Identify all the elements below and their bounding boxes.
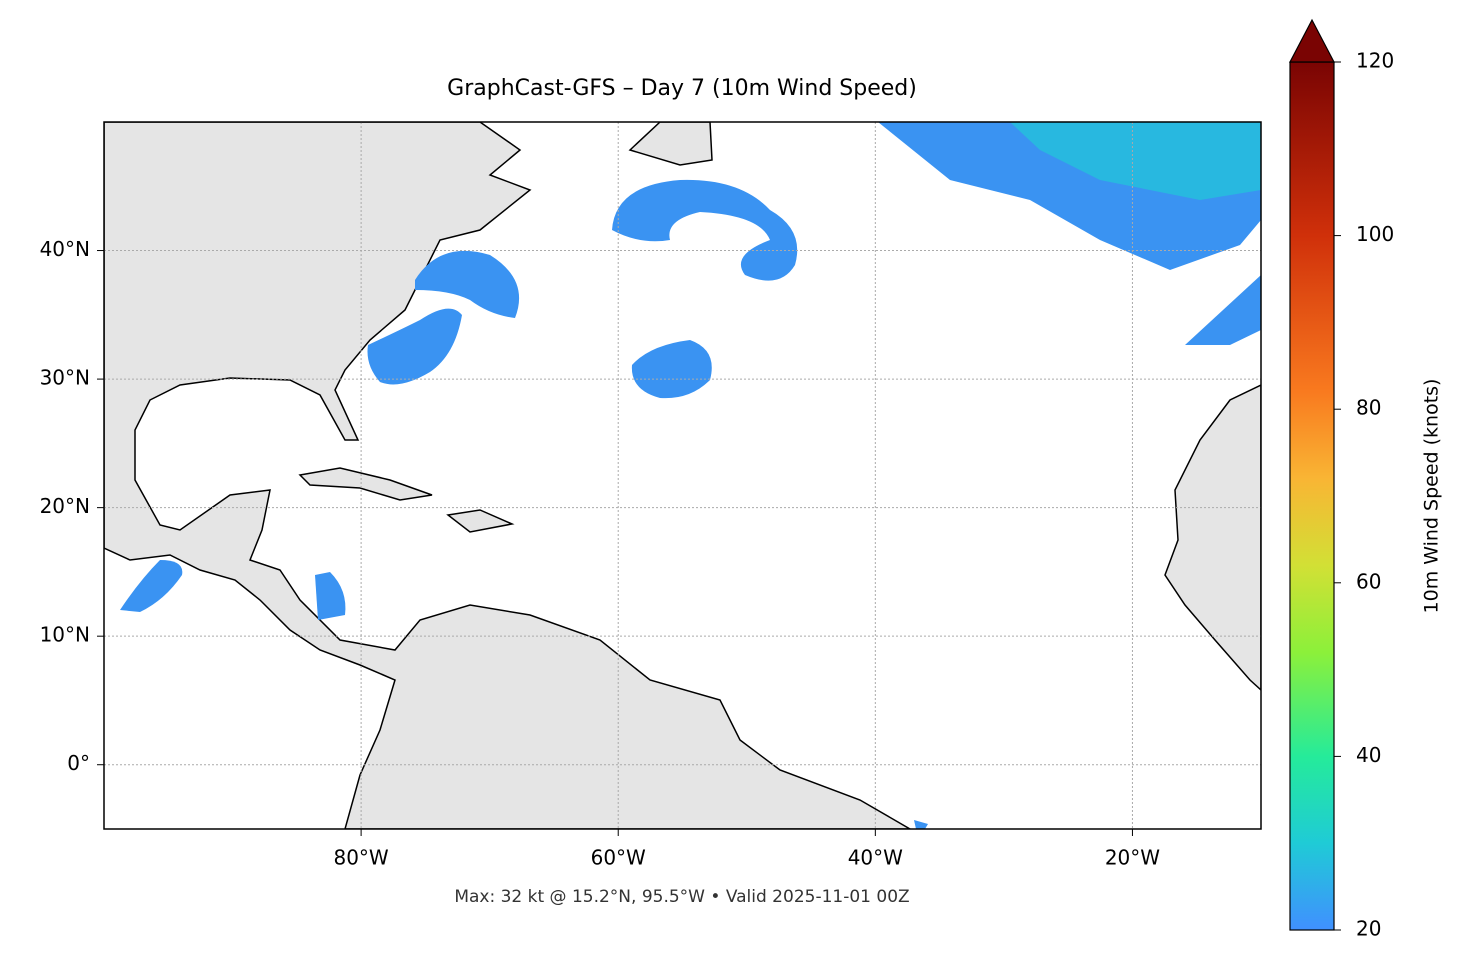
x-tick-label: 60°W — [591, 846, 646, 870]
africa — [1164, 384, 1261, 692]
wind-area — [914, 820, 928, 829]
colorbar-tick-label: 80 — [1356, 396, 1381, 420]
wind-area — [120, 560, 183, 612]
grid — [104, 122, 1261, 829]
y-tick-label: 10°N — [40, 623, 90, 647]
wind-area — [415, 250, 520, 318]
wind-area — [367, 308, 462, 385]
colorbar-tick-label: 40 — [1356, 743, 1381, 767]
x-tick-label: 80°W — [333, 846, 388, 870]
y-tick-label: 40°N — [40, 237, 90, 261]
x-tick-label: 40°W — [848, 846, 903, 870]
y-tick-label: 30°N — [40, 366, 90, 390]
colorbar-extend — [1289, 18, 1335, 63]
wind-area — [631, 340, 712, 399]
wind-area — [1185, 275, 1261, 345]
colorbar-tick-label: 60 — [1356, 569, 1381, 593]
footnote: Max: 32 kt @ 15.2°N, 95.5°W • Valid 2025… — [454, 887, 909, 907]
colorbar-tick-label: 100 — [1356, 222, 1394, 246]
wind-area — [612, 179, 798, 281]
newfoundland — [628, 122, 713, 166]
hispaniola — [446, 509, 515, 533]
colorbar-label: 10m Wind Speed (knots) — [1421, 379, 1443, 614]
americas — [104, 122, 912, 829]
y-tick-label: 0° — [67, 751, 90, 775]
colorbar-tick-label: 20 — [1356, 917, 1381, 941]
colorbar-tick-label: 120 — [1356, 49, 1394, 73]
wind-field — [120, 122, 1261, 829]
x-tick-label: 20°W — [1105, 846, 1160, 870]
colorbar — [1289, 61, 1335, 931]
wind-area — [315, 572, 346, 620]
map-frame — [103, 121, 1262, 830]
y-tick-label: 20°N — [40, 494, 90, 518]
map-title: GraphCast-GFS – Day 7 (10m Wind Speed) — [447, 76, 917, 101]
wind-area — [1010, 122, 1261, 200]
cuba — [298, 467, 433, 501]
map-area — [104, 122, 1261, 829]
